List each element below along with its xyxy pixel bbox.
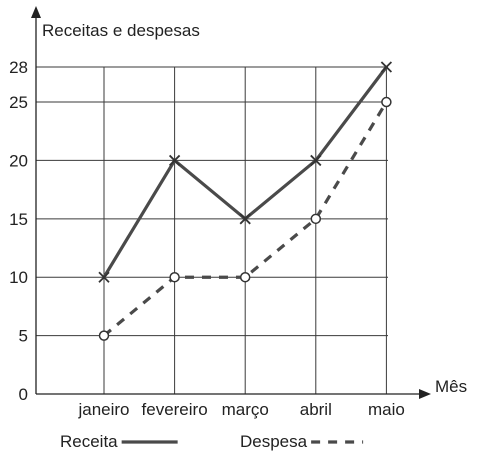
grid [36,66,388,394]
chart-title: Receitas e despesas [42,21,200,40]
y-tick-label: 5 [19,327,28,346]
y-tick-label: 0 [19,385,28,404]
legend-label-receita: Receita [60,432,118,451]
legend-label-despesa: Despesa [240,432,308,451]
receita-point [239,213,251,225]
receita-point [310,154,322,167]
y-tick-labels: 0 5 10 15 20 25 28 [9,58,28,404]
x-tick-label: maio [368,400,405,419]
series-group [98,61,393,341]
axes [31,6,431,399]
x-axis-arrow [419,389,431,399]
x-tick-label: janeiro [77,400,129,419]
y-tick-label: 20 [9,151,28,170]
receita-point [380,61,393,73]
x-tick-labels: janeiro fevereiro março abril maio [77,400,404,419]
y-tick-label: 25 [9,93,28,112]
despesa-point [169,271,180,283]
receita-point [168,154,181,167]
y-tick-label: 10 [9,268,28,287]
y-tick-label: 15 [9,210,28,229]
x-tick-label: março [222,400,269,419]
despesa-point [381,96,392,108]
x-tick-label: fevereiro [142,400,208,419]
x-tick-label: abril [300,400,332,419]
despesa-point [310,213,322,225]
y-tick-label: 28 [9,58,28,77]
despesa-point [239,271,251,283]
receita-point [98,271,110,283]
y-axis-arrow [31,6,41,18]
x-axis-label: Mês [435,377,467,396]
despesa-point [98,330,110,341]
legend: Receita Despesa [60,432,364,451]
